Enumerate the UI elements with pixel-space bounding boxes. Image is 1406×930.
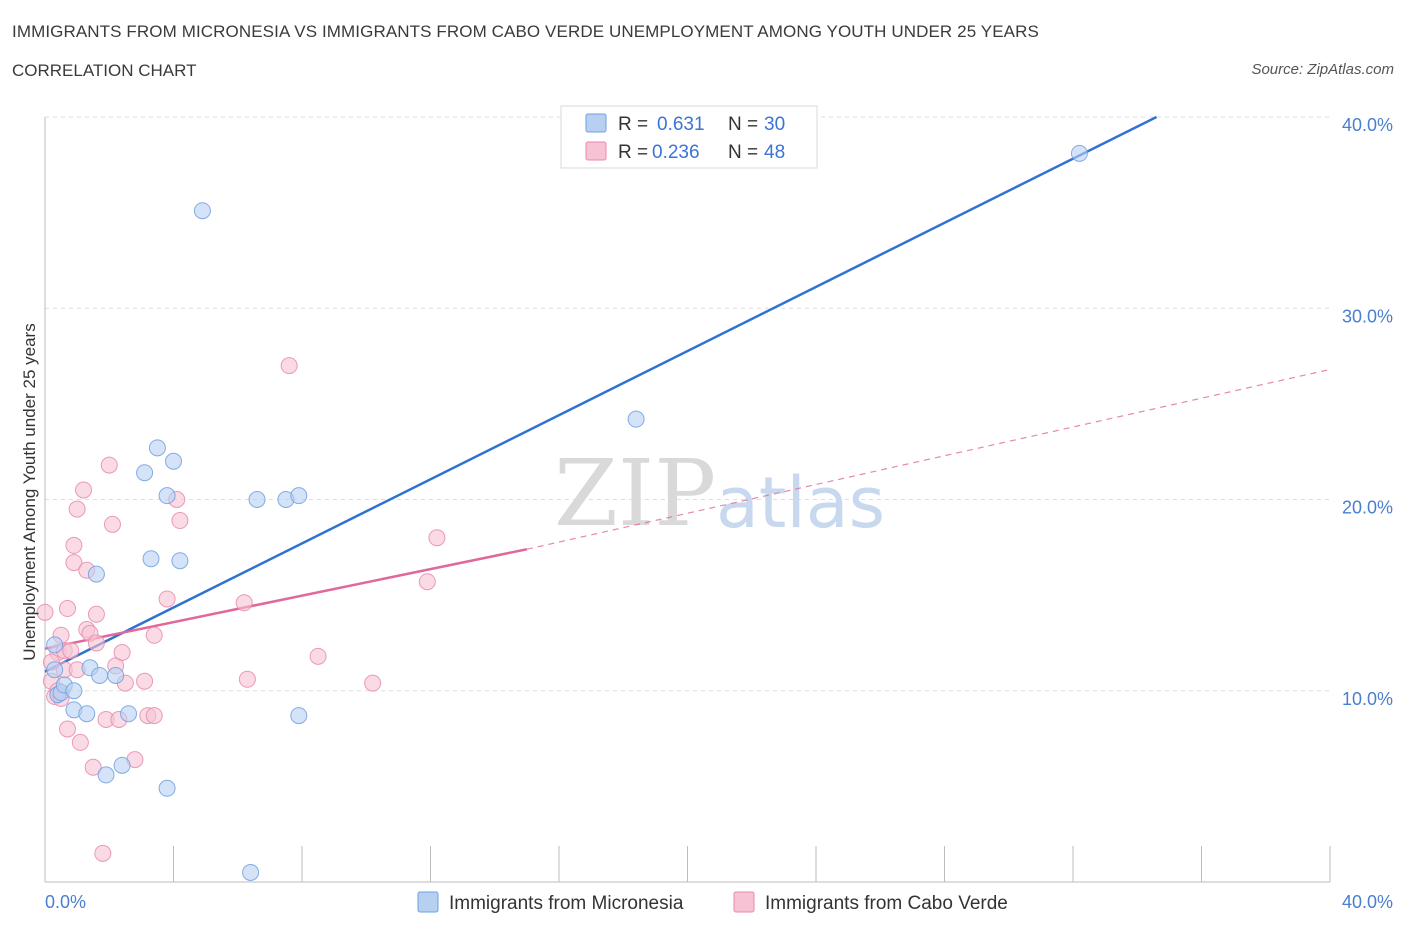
point-caboverde bbox=[71, 733, 89, 751]
data-points bbox=[36, 144, 1088, 881]
point-caboverde bbox=[309, 647, 327, 665]
point-caboverde bbox=[65, 554, 83, 572]
point-micronesia bbox=[148, 439, 166, 457]
legend-r-label-micronesia: R = bbox=[618, 114, 648, 135]
trend-lines bbox=[44, 115, 1331, 673]
bottom-legend: Immigrants from Micronesia Immigrants fr… bbox=[417, 891, 1008, 914]
point-caboverde bbox=[94, 844, 112, 862]
legend-n-value-caboverde: 48 bbox=[764, 142, 785, 163]
point-caboverde bbox=[145, 707, 163, 725]
point-micronesia bbox=[97, 766, 115, 784]
point-micronesia bbox=[46, 661, 64, 679]
point-caboverde bbox=[238, 670, 256, 688]
point-caboverde bbox=[84, 758, 102, 776]
y-axis-label: Unemployment Among Youth under 25 years bbox=[20, 323, 39, 660]
point-caboverde bbox=[100, 456, 118, 474]
trend-line-caboverde bbox=[44, 548, 528, 650]
axes bbox=[44, 117, 1331, 883]
y-tick-labels: 10.0% 20.0% 30.0% 40.0% bbox=[1342, 115, 1393, 709]
point-micronesia bbox=[248, 491, 266, 508]
point-caboverde bbox=[418, 573, 436, 591]
y-tick-label: 40.0% bbox=[1342, 115, 1393, 135]
legend-swatch-micronesia bbox=[585, 113, 607, 133]
point-micronesia bbox=[78, 705, 96, 723]
point-caboverde bbox=[87, 605, 105, 623]
point-micronesia bbox=[290, 707, 308, 725]
point-caboverde bbox=[62, 642, 80, 660]
point-micronesia bbox=[136, 464, 154, 482]
point-micronesia bbox=[142, 550, 160, 568]
point-caboverde bbox=[428, 529, 446, 547]
point-caboverde bbox=[113, 644, 131, 661]
x-tick-label-min: 0.0% bbox=[45, 892, 86, 912]
point-caboverde bbox=[171, 512, 189, 530]
point-caboverde bbox=[68, 500, 86, 518]
x-tick-label-max: 40.0% bbox=[1342, 892, 1393, 912]
point-micronesia bbox=[91, 666, 109, 684]
point-caboverde bbox=[65, 536, 83, 554]
chart-title: IMMIGRANTS FROM MICRONESIA VS IMMIGRANTS… bbox=[12, 22, 1039, 41]
point-micronesia bbox=[113, 756, 131, 774]
watermark-zip: ZIP bbox=[554, 440, 716, 547]
point-micronesia bbox=[290, 487, 308, 505]
watermark-atlas: atlas bbox=[716, 462, 885, 544]
bottom-legend-label-caboverde: Immigrants from Cabo Verde bbox=[765, 893, 1008, 914]
point-micronesia bbox=[627, 410, 645, 428]
point-micronesia bbox=[242, 863, 260, 881]
point-caboverde bbox=[136, 672, 154, 690]
legend-n-value-micronesia: 30 bbox=[764, 114, 785, 135]
point-caboverde bbox=[158, 590, 176, 608]
chart-subtitle: CORRELATION CHART bbox=[12, 61, 197, 80]
legend-r-value-micronesia: 0.631 bbox=[657, 114, 705, 135]
point-micronesia bbox=[46, 636, 64, 654]
trend-line-micronesia bbox=[44, 115, 1158, 673]
point-micronesia bbox=[158, 779, 176, 797]
x-tick-labels: 0.0% 40.0% bbox=[45, 892, 1393, 912]
point-caboverde bbox=[280, 357, 298, 375]
point-micronesia bbox=[65, 682, 83, 700]
source-credit: Source: ZipAtlas.com bbox=[1251, 61, 1394, 78]
point-caboverde bbox=[103, 515, 121, 533]
point-micronesia bbox=[171, 552, 189, 570]
point-micronesia bbox=[1070, 144, 1088, 162]
point-micronesia bbox=[158, 487, 176, 505]
y-tick-label: 30.0% bbox=[1342, 306, 1393, 326]
point-caboverde bbox=[36, 603, 54, 621]
point-micronesia bbox=[87, 565, 105, 583]
point-micronesia bbox=[107, 666, 125, 684]
legend-n-label-micronesia: N = bbox=[728, 114, 758, 135]
point-caboverde bbox=[87, 634, 105, 652]
y-tick-label: 20.0% bbox=[1342, 498, 1393, 518]
y-tick-label: 10.0% bbox=[1342, 689, 1393, 709]
bottom-legend-swatch-caboverde bbox=[733, 891, 755, 913]
top-legend: R = 0.631 N = 30 R = 0.236 N = 48 bbox=[560, 105, 818, 169]
point-caboverde bbox=[145, 626, 163, 644]
legend-r-label-caboverde: R = bbox=[618, 142, 648, 163]
point-micronesia bbox=[193, 202, 211, 220]
point-micronesia bbox=[165, 452, 182, 470]
point-caboverde bbox=[58, 600, 76, 618]
bottom-legend-label-micronesia: Immigrants from Micronesia bbox=[449, 893, 684, 914]
point-caboverde bbox=[75, 481, 93, 499]
trend-line-caboverde-extension bbox=[526, 368, 1331, 550]
bottom-legend-swatch-micronesia bbox=[417, 891, 439, 913]
legend-n-label-caboverde: N = bbox=[728, 142, 758, 163]
point-caboverde bbox=[235, 594, 253, 612]
point-micronesia bbox=[120, 705, 138, 723]
point-caboverde bbox=[364, 674, 382, 692]
point-caboverde bbox=[58, 720, 76, 738]
legend-r-value-caboverde: 0.236 bbox=[652, 142, 700, 163]
legend-swatch-caboverde bbox=[585, 141, 607, 161]
